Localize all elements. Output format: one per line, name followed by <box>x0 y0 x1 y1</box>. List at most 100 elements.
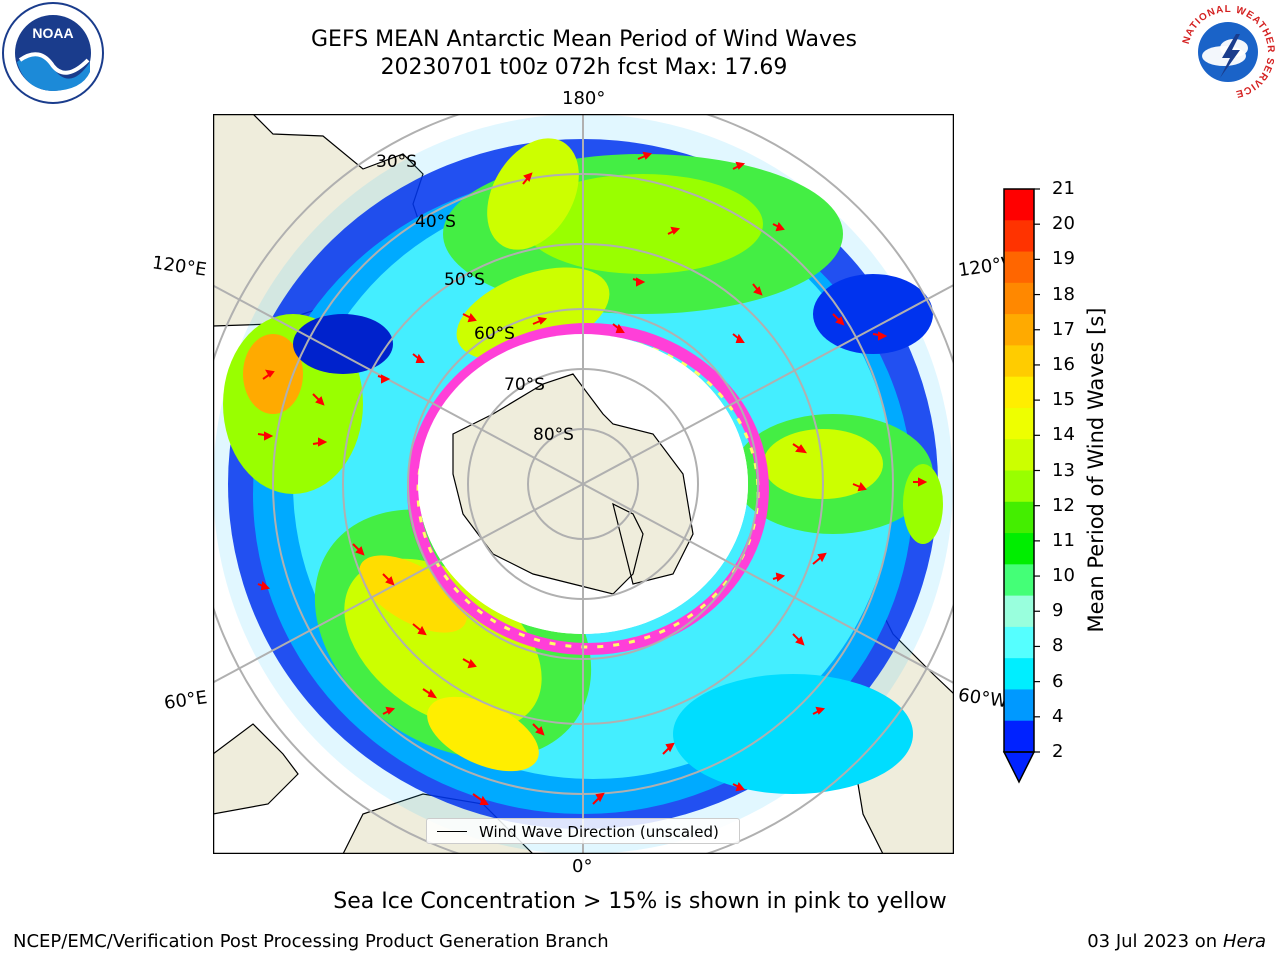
arrow-glyph <box>812 552 827 565</box>
wave-period-field <box>223 138 943 829</box>
footer-date: 03 Jul 2023 on Hera <box>1087 931 1266 952</box>
colorbar-tick-label: 19 <box>1052 248 1075 270</box>
arrow-glyph <box>612 323 625 333</box>
nws-logo-icon: NATIONAL WEATHER SERVICE <box>1180 4 1276 100</box>
lon-label-120e: 120°E <box>150 252 208 281</box>
colorbar-band <box>1004 564 1034 597</box>
arrow-glyph <box>752 283 763 296</box>
colorbar-tick-label: 15 <box>1052 389 1075 411</box>
lon-label-0: 0° <box>572 856 593 877</box>
arrow-glyph <box>732 161 746 170</box>
colorbar-band <box>1004 626 1034 659</box>
arrow-glyph <box>412 623 427 636</box>
arrow-glyph <box>667 226 681 235</box>
colorbar-band <box>1004 658 1034 690</box>
colorbar-tick-label: 12 <box>1052 494 1075 516</box>
colorbar-band <box>1004 720 1034 753</box>
arrow-glyph <box>422 688 438 699</box>
arrow-glyph <box>462 312 477 323</box>
colorbar-tick-label: 17 <box>1052 318 1075 340</box>
colorbar-tick-label: 16 <box>1052 353 1075 375</box>
colorbar-tick-label: 9 <box>1052 600 1064 622</box>
chart-title: GEFS MEAN Antarctic Mean Period of Wind … <box>311 27 857 52</box>
colorbar-band <box>1004 314 1034 346</box>
arrow-glyph <box>472 793 489 805</box>
footer-credit: NCEP/EMC/Verification Post Processing Pr… <box>13 931 609 952</box>
colorbar-band <box>1004 407 1034 440</box>
svg-text:NOAA: NOAA <box>32 25 73 41</box>
lat-label-70s: 70°S <box>504 375 545 395</box>
arrow-glyph <box>382 706 396 715</box>
footer-machine: Hera <box>1222 931 1266 952</box>
arrow-glyph <box>532 723 545 736</box>
chart-subtitle: 20230701 t00z 072h fcst Max: 17.69 <box>380 55 788 80</box>
arrow-glyph <box>812 706 826 715</box>
colorbar-tick-label: 11 <box>1052 529 1075 551</box>
colorbar-band <box>1004 470 1034 503</box>
colorbar-band <box>1004 251 1034 284</box>
arrow-glyph <box>257 580 271 591</box>
legend-line-icon <box>437 831 467 832</box>
arrow-glyph <box>792 633 805 646</box>
arrow-glyph <box>262 369 275 380</box>
colorbar-tick-label: 8 <box>1052 635 1064 657</box>
arrow-glyph <box>913 477 928 487</box>
colorbar-label: Mean Period of Wind Waves [s] <box>1084 307 1108 633</box>
lat-label-60s: 60°S <box>474 324 515 344</box>
wind-wave-arrows <box>257 151 928 805</box>
colorbar-band <box>1004 282 1034 315</box>
arrow-glyph <box>377 374 391 384</box>
arrow-glyph <box>637 151 653 160</box>
arrow-glyph <box>852 481 867 492</box>
lat-label-50s: 50°S <box>444 270 485 290</box>
colorbar-band <box>1004 501 1034 534</box>
arrow-glyph <box>792 443 808 454</box>
arrow-glyph <box>532 316 548 325</box>
colorbar-band <box>1004 439 1034 471</box>
arrow-glyph <box>412 353 425 363</box>
colorbar <box>1002 188 1040 784</box>
colorbar-band <box>1004 376 1034 409</box>
arrow-glyph <box>522 172 533 185</box>
arrow-glyph <box>872 331 888 341</box>
antarctica <box>452 373 694 595</box>
colorbar-band <box>1004 189 1034 221</box>
arrow-glyph <box>462 658 477 669</box>
colorbar-band <box>1004 689 1034 722</box>
lat-label-80s: 80°S <box>533 425 574 445</box>
lon-label-60e: 60°E <box>162 687 209 714</box>
arrow-glyph <box>832 313 845 326</box>
colorbar-tick-label: 20 <box>1052 213 1075 235</box>
colorbar-tick-label: 14 <box>1052 424 1075 446</box>
colorbar-tick-label: 21 <box>1052 178 1075 199</box>
colorbar-tick-label: 10 <box>1052 565 1075 587</box>
arrow-glyph <box>732 781 745 792</box>
colorbar-tick-label: 6 <box>1052 670 1064 692</box>
arrow-glyph <box>772 572 786 582</box>
colorbar-band <box>1004 595 1034 628</box>
colorbar-band <box>1004 345 1034 378</box>
polar-map <box>213 114 954 854</box>
arrow-glyph <box>662 742 675 755</box>
arrow-glyph <box>257 431 274 441</box>
arrow-glyph <box>592 792 605 805</box>
legend-label: Wind Wave Direction (unscaled) <box>479 823 719 841</box>
noaa-logo-icon: NOAA <box>2 2 104 104</box>
colorbar-band <box>1004 220 1034 253</box>
lat-label-30s: 30°S <box>376 152 417 172</box>
arrow-glyph <box>772 221 785 232</box>
map-legend: Wind Wave Direction (unscaled) <box>426 818 740 844</box>
colorbar-tick-label: 2 <box>1052 741 1064 762</box>
colorbar-tick-label: 4 <box>1052 705 1064 727</box>
arrow-glyph <box>312 437 328 447</box>
colorbar-tick-label: 18 <box>1052 283 1075 305</box>
arrow-glyph <box>732 333 745 343</box>
arrow-glyph <box>312 393 325 406</box>
colorbar-band <box>1004 533 1034 565</box>
colorbar-extend-arrow <box>1002 751 1036 784</box>
lat-label-40s: 40°S <box>415 212 456 232</box>
lon-label-180: 180° <box>562 88 606 109</box>
sea-ice-note: Sea Ice Concentration > 15% is shown in … <box>333 889 947 914</box>
arrow-glyph <box>382 573 395 586</box>
graticule <box>213 114 954 854</box>
